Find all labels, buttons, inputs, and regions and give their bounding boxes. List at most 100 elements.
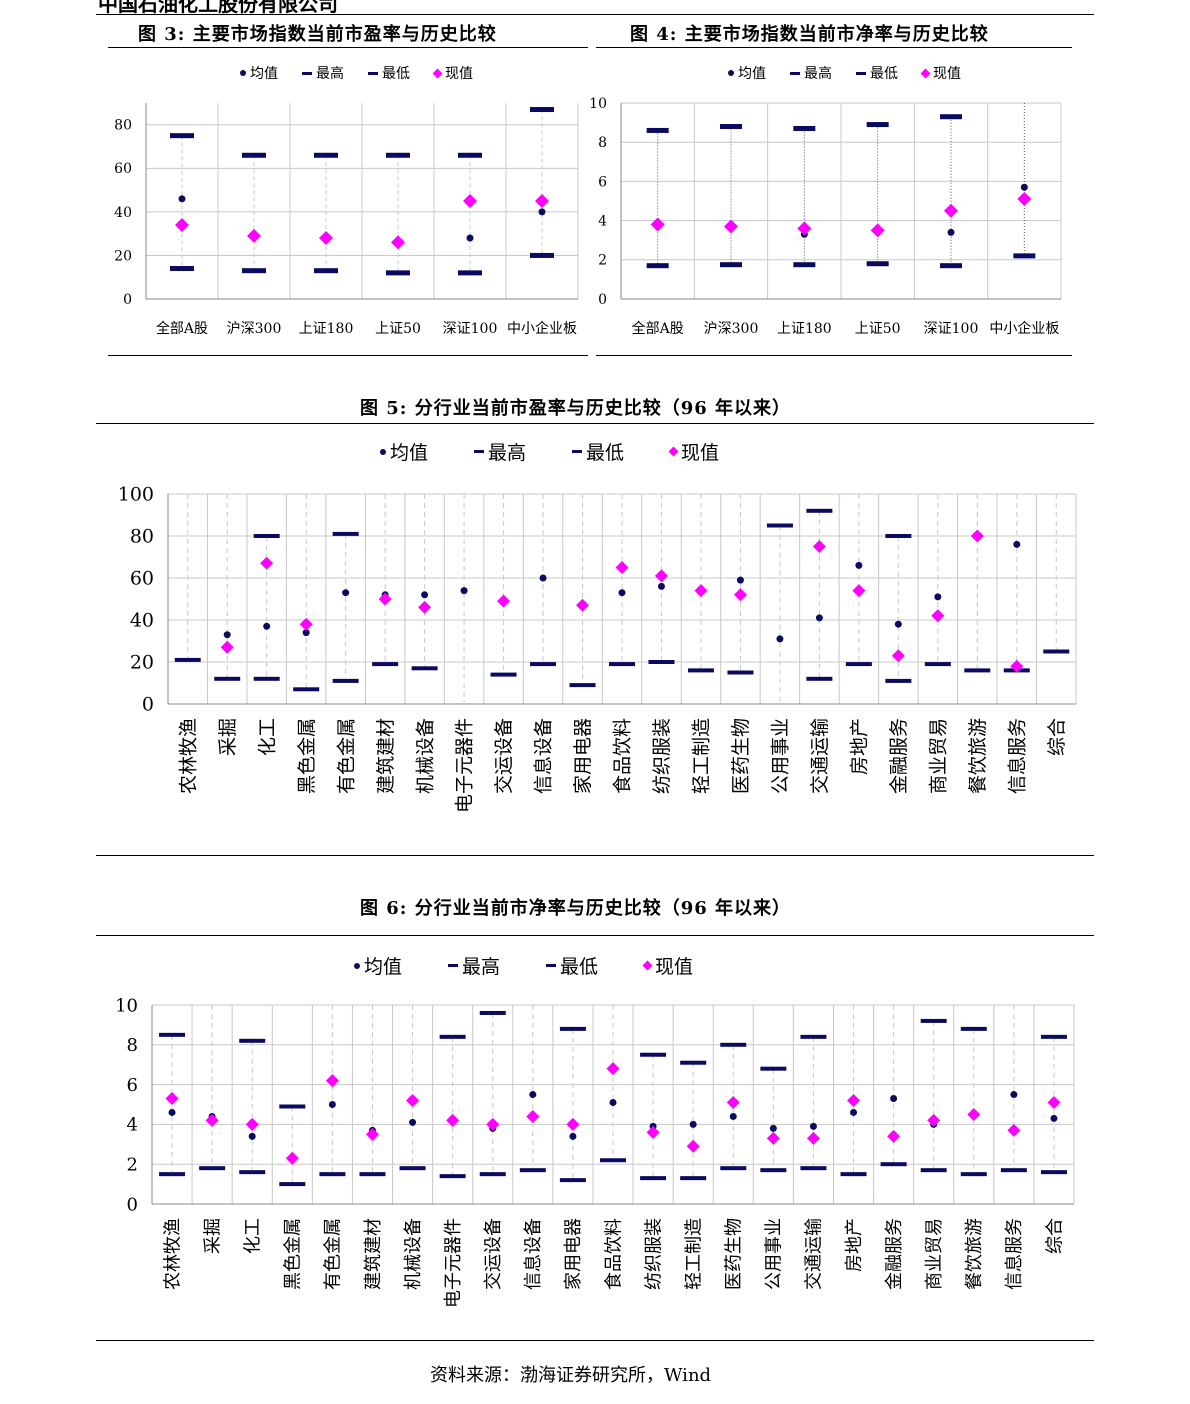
- mean-marker-icon: [728, 70, 734, 76]
- current-marker: [205, 1113, 219, 1127]
- x-tick-label: 上证50: [375, 321, 421, 337]
- min-marker: [372, 662, 399, 667]
- x-tick-label: 轻工制造: [683, 1218, 704, 1290]
- current-marker: [576, 598, 590, 612]
- current-marker: [615, 561, 629, 574]
- x-tick-label: 化工: [256, 718, 278, 756]
- legend-current: 现值: [642, 952, 694, 979]
- current-marker: [646, 1125, 660, 1139]
- min-marker: [411, 666, 438, 671]
- max-marker-icon: [302, 71, 312, 75]
- min-marker: [214, 676, 241, 681]
- x-tick-label: 公用事业: [764, 1218, 785, 1290]
- max-marker: [640, 1052, 667, 1057]
- mean-marker: [421, 591, 429, 599]
- y-tick-label: 40: [114, 205, 132, 221]
- mean-marker: [248, 1132, 256, 1140]
- current-marker: [526, 1109, 540, 1123]
- x-tick-label: 金融服务: [884, 1218, 905, 1290]
- current-marker: [724, 219, 738, 234]
- x-tick-label: 农林牧渔: [162, 1218, 183, 1290]
- current-marker: [1007, 1123, 1021, 1137]
- min-marker-icon: [368, 71, 378, 75]
- legend-min-label: 最低: [870, 66, 898, 82]
- current-marker: [870, 223, 885, 238]
- x-tick-label: 轻工制造: [691, 718, 713, 794]
- x-tick-label: 商业贸易: [927, 718, 949, 794]
- current-marker: [891, 649, 905, 663]
- min-marker: [319, 1172, 346, 1177]
- x-tick-label: 交通运输: [809, 718, 831, 794]
- current-marker: [927, 1113, 941, 1127]
- current-marker: [319, 231, 333, 246]
- x-tick-label: 建筑建材: [363, 1218, 384, 1290]
- mean-marker: [769, 1124, 777, 1132]
- min-marker: [239, 1170, 266, 1175]
- y-tick-label: 6: [127, 1075, 138, 1096]
- max-marker: [885, 534, 912, 538]
- mean-marker: [850, 1108, 858, 1116]
- x-tick-label: 房地产: [849, 718, 871, 775]
- max-marker: [760, 1066, 787, 1071]
- y-tick-label: 80: [114, 118, 132, 134]
- y-tick-label: 100: [118, 484, 154, 506]
- x-tick-label: 上证180: [299, 321, 354, 337]
- min-marker: [293, 687, 320, 692]
- x-tick-label: 交运设备: [483, 1218, 504, 1290]
- legend-mean-label: 均值: [250, 66, 278, 82]
- y-tick-label: 0: [127, 1194, 138, 1215]
- fig5-title: 图 5: 分行业当前市盈率与历史比较（96 年以来）: [360, 398, 792, 419]
- mean-marker-icon: [354, 962, 360, 969]
- min-marker: [569, 683, 596, 688]
- max-marker: [720, 1042, 747, 1047]
- x-tick-label: 全部A股: [156, 320, 208, 337]
- y-tick-label: 8: [598, 135, 607, 151]
- max-marker: [793, 125, 816, 131]
- x-tick-label: 电子元器件: [443, 1218, 464, 1308]
- y-tick-label: 6: [598, 174, 607, 190]
- y-tick-label: 0: [598, 292, 607, 308]
- x-tick-label: 中小企业板: [507, 320, 577, 337]
- min-marker: [1000, 1168, 1027, 1173]
- min-marker: [840, 1172, 867, 1177]
- x-tick-label: 沪深300: [227, 321, 282, 337]
- min-marker: [479, 1172, 506, 1177]
- legend-current: 现值: [920, 63, 961, 83]
- current-marker: [406, 1094, 420, 1108]
- current-marker: [245, 1117, 259, 1131]
- x-tick-label: 交通运输: [804, 1218, 825, 1290]
- mean-marker: [809, 1122, 817, 1130]
- x-tick-label: 信息服务: [1004, 1218, 1025, 1290]
- y-tick-label: 40: [130, 610, 154, 632]
- current-marker: [967, 1107, 981, 1121]
- y-tick-label: 60: [114, 161, 132, 177]
- max-marker-icon: [790, 71, 800, 75]
- min-marker: [490, 672, 517, 677]
- x-tick-label: 纺织服装: [643, 1218, 664, 1290]
- current-marker: [726, 1096, 740, 1110]
- fig4-bottom-rule: [596, 355, 1072, 356]
- current-marker: [463, 194, 477, 208]
- min-marker: [359, 1172, 386, 1177]
- min-marker: [793, 262, 816, 268]
- x-tick-label: 黑色金属: [283, 1218, 304, 1290]
- x-tick-label: 食品饮料: [603, 1218, 624, 1290]
- legend-current-label: 现值: [655, 956, 694, 978]
- fig6-title: 图 6: 分行业当前市净率与历史比较（96 年以来）: [360, 898, 792, 919]
- y-tick-label: 20: [130, 652, 154, 674]
- mean-marker: [168, 1108, 176, 1116]
- fig6-bottom-rule: [96, 1340, 1094, 1341]
- current-marker: [446, 1113, 460, 1127]
- min-marker: [170, 266, 194, 272]
- max-marker-icon: [448, 964, 459, 967]
- current-marker: [797, 221, 812, 236]
- fig5-title-rule: [96, 423, 1094, 424]
- max-marker: [479, 1010, 506, 1015]
- legend-min-label: 最低: [560, 956, 599, 978]
- fig4-legend: 均值 最高 最低 现值: [728, 63, 985, 83]
- legend-current-label: 现值: [933, 66, 961, 82]
- min-marker: [242, 268, 266, 274]
- min-marker: [439, 1174, 466, 1179]
